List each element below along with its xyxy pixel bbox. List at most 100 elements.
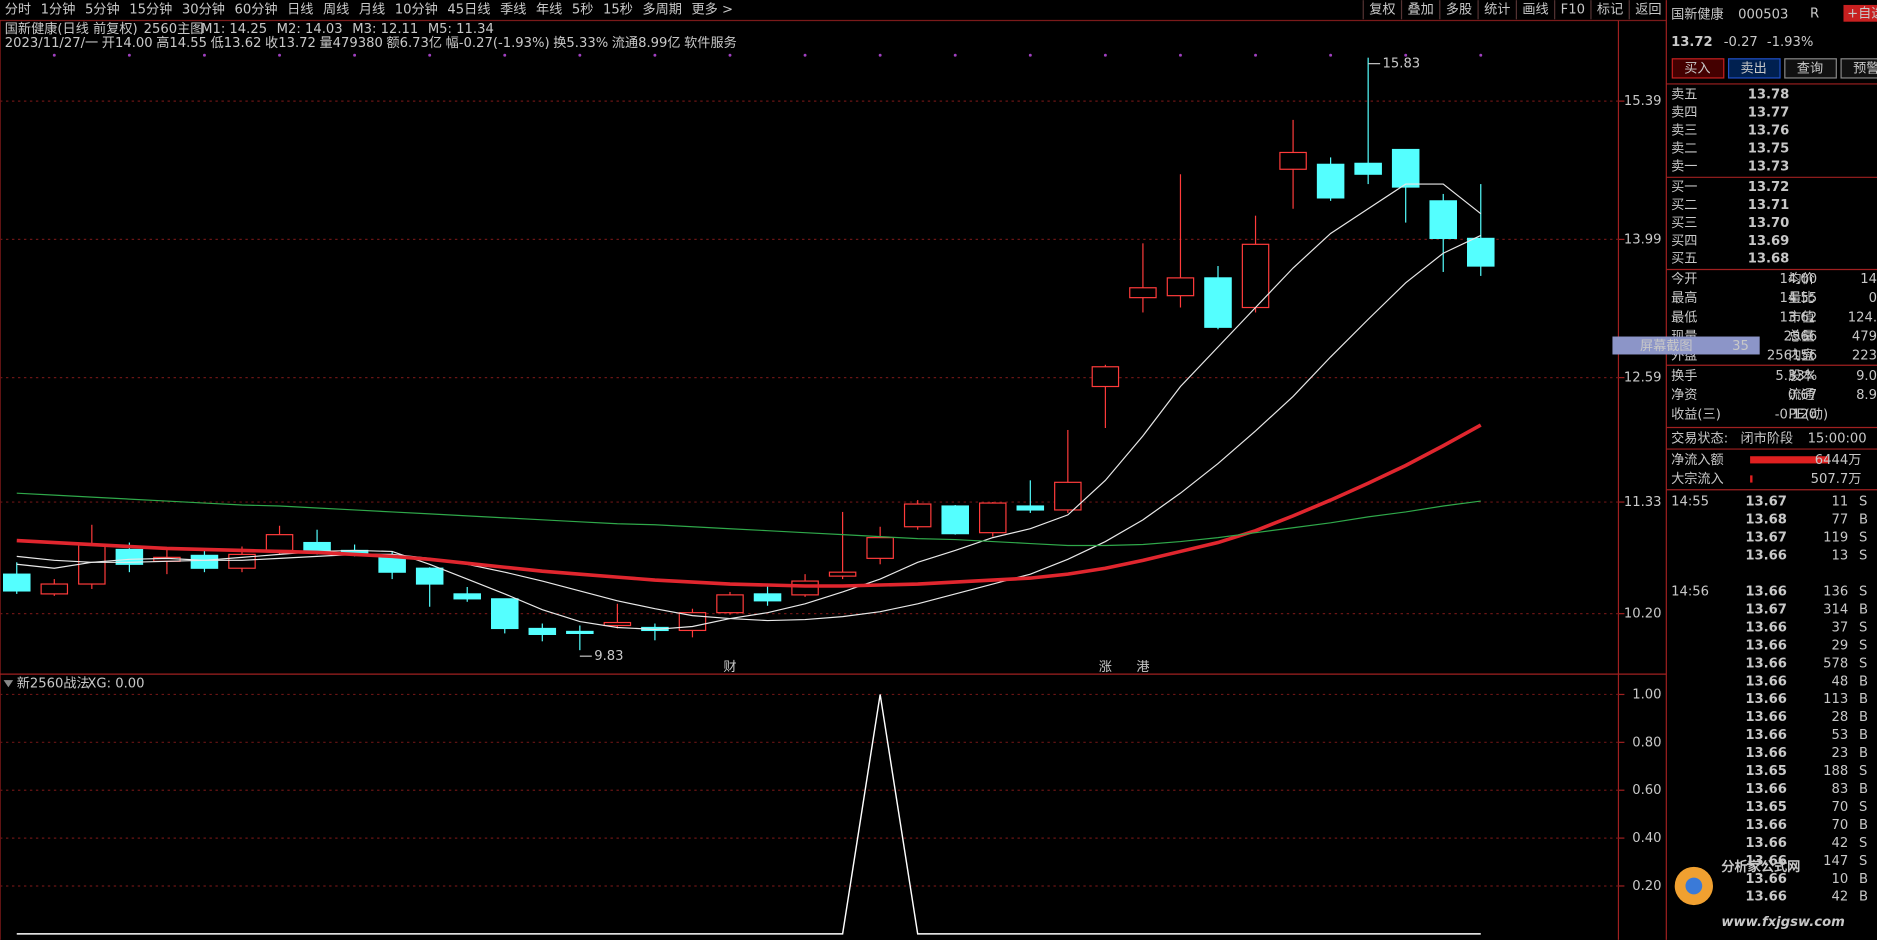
tick-side: B [1859,710,1868,725]
indicator-line [16,694,1481,935]
tick-price: 13.68 [1745,513,1787,528]
candle-body [1467,237,1495,267]
watermark-url: www.fxjgsw.com [1721,915,1844,930]
period-tab[interactable]: 45日线 [447,2,490,18]
tick-volume: 83 [1832,782,1849,797]
price-pct: -1.93% [1767,35,1814,50]
trade-button-bg[interactable] [1671,58,1725,79]
trade-button[interactable]: 买入 [1684,60,1710,76]
period-tab[interactable]: 15分钟 [129,1,172,18]
period-tab[interactable]: 30分钟 [182,1,225,18]
candle-body [1429,200,1457,239]
stat-value: 0.67 [1788,388,1817,403]
period-tab[interactable]: 60分钟 [234,1,277,18]
last-price: 13.72 [1671,35,1713,50]
tool-button[interactable]: 统计 [1484,2,1510,18]
period-tab[interactable]: 10分钟 [395,1,438,18]
trade-button-bg[interactable] [1727,58,1781,79]
candle-body [528,627,557,635]
period-tab[interactable]: 周线 [323,2,349,18]
tick-volume: 11 [1832,495,1849,510]
period-tab[interactable]: 5分钟 [85,1,120,18]
event-marker: 涨 [1099,659,1112,675]
tool-button[interactable]: 标记 [1597,2,1623,18]
tick-volume: 37 [1832,620,1849,635]
trade-button[interactable]: 查询 [1797,60,1823,76]
tool-button[interactable]: 复权 [1369,1,1395,18]
y-tick-label: 0.60 [1632,783,1661,798]
book-label: 买二 [1671,197,1697,213]
period-tab[interactable]: 分时 [5,2,31,18]
tool-button[interactable]: 返回 [1635,2,1661,18]
tick-volume: 29 [1832,638,1849,653]
signal-dot [578,53,582,57]
period-tab[interactable]: 多周期 [642,1,681,18]
event-marker: 港 [1136,659,1149,675]
book-price: 13.78 [1748,88,1790,103]
stat-label: 最高 [1671,289,1697,306]
add-watch[interactable]: +自选 [1847,5,1877,21]
stat-value: 8.9 [1856,388,1877,403]
trade-button-bg[interactable] [1784,58,1837,79]
candle-body [603,621,632,627]
tick-side: S [1859,764,1867,779]
signal-dot [1329,53,1333,57]
tick-volume: 578 [1823,656,1848,671]
chart-title: 国新健康(日线 前复权) [5,20,138,37]
trade-button-bg[interactable] [1840,58,1877,79]
candle-body [903,503,932,528]
book-label: 卖三 [1671,123,1697,139]
trade-button[interactable]: 卖出 [1741,60,1767,76]
period-tab[interactable]: 年线 [536,2,562,18]
book-label: 买一 [1671,179,1697,195]
book-label: 卖二 [1671,141,1697,157]
tool-button[interactable]: F10 [1561,3,1585,18]
tool-button[interactable]: 画线 [1522,2,1548,18]
stat-label: 内盘 [1788,347,1814,364]
tick-volume: 77 [1832,513,1849,528]
tick-price: 13.66 [1745,585,1787,600]
period-tab[interactable]: 日线 [287,2,313,18]
book-price: 13.71 [1748,198,1790,213]
tool-button[interactable]: 多股 [1446,1,1472,18]
signal-dot [1028,53,1032,57]
trade-button[interactable]: 预警 [1853,60,1877,76]
tick-volume: 119 [1823,531,1848,546]
period-tab[interactable]: 1分钟 [41,1,76,18]
stat-label: 今开 [1671,271,1697,287]
tick-price: 13.67 [1745,495,1787,510]
candle-body [828,571,857,577]
period-tab[interactable]: 15秒 [603,2,633,18]
stat-value: 9.0 [1856,369,1877,384]
candle-body [1241,243,1270,309]
ma-line [16,423,1482,588]
candle-body [1129,287,1157,299]
collapse-icon [3,680,14,688]
tool-button[interactable]: 叠加 [1408,2,1434,18]
signal-dot [503,53,507,57]
period-tab[interactable]: 5秒 [572,2,594,18]
tick-price: 13.66 [1745,674,1787,689]
stat-value: 13.62 [1779,310,1817,325]
book-price: 13.72 [1748,180,1790,195]
legend-entry: M3: 12.11 [352,22,418,37]
add-watch-bg[interactable] [1843,4,1877,22]
stock-name: 国新健康 [1671,6,1724,23]
tick-side: B [1859,890,1868,905]
tick-side: S [1859,836,1867,851]
quote-info: 开14.00 [102,36,153,51]
legend-entry: M2: 14.03 [277,22,343,37]
period-tab[interactable]: 季线 [500,2,526,18]
candle-body [716,594,744,614]
tick-volume: 113 [1823,692,1848,707]
period-tab[interactable]: 月线 [359,2,385,18]
signal-dot [52,53,56,57]
tick-price: 13.66 [1745,836,1787,851]
tick-volume: 28 [1832,710,1849,725]
period-tab[interactable]: 更多 > [691,1,733,18]
book-price: 13.73 [1748,160,1790,175]
tick-side: S [1859,800,1867,815]
stat-value: 479 [1852,330,1877,345]
tick-side: B [1859,782,1868,797]
